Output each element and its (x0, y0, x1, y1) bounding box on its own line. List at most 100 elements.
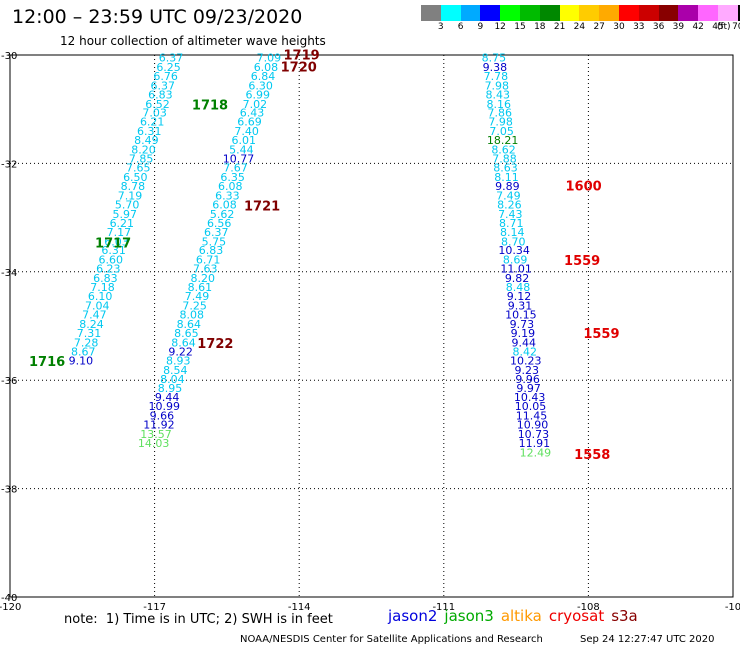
time-label: 1559 (564, 254, 600, 269)
wave-height-label: 7.43 (498, 208, 523, 221)
colorbar-swatch (539, 5, 560, 21)
colorbar-swatch (519, 5, 540, 21)
wave-height-label: 6.71 (196, 253, 221, 266)
y-tick-label: -38 (1, 485, 17, 496)
wave-height-label: 8.78 (121, 180, 146, 193)
colorbar-label: 45 (712, 22, 724, 32)
wave-height-label: 6.31 (137, 125, 162, 138)
wave-height-label: 9.23 (514, 364, 539, 377)
generation-timestamp: Sep 24 12:27:47 UTC 2020 (580, 634, 715, 645)
wave-height-label: 8.42 (513, 345, 538, 358)
x-tick-label: -10 (725, 602, 740, 613)
wave-height-label: 13.57 (140, 428, 172, 441)
colorbar-label: 15 (514, 22, 526, 32)
wave-height-label: 8.93 (166, 355, 191, 368)
wave-height-label: 8.26 (497, 199, 522, 212)
colorbar-swatch (737, 5, 740, 21)
wave-height-label: 7.98 (488, 116, 513, 129)
wave-height-label: 6.37 (159, 52, 184, 65)
time-label: 1718 (192, 98, 228, 113)
wave-height-colorbar (421, 5, 740, 21)
colorbar-label: 27 (593, 22, 605, 32)
wave-height-label: 8.69 (503, 253, 528, 266)
legend-item: jason2 (388, 607, 438, 625)
wave-height-label: 14.03 (138, 437, 170, 450)
colorbar-swatch (618, 5, 639, 21)
time-label: 1719 (284, 48, 320, 63)
colorbar-swatch (440, 5, 461, 21)
wave-height-label: 6.83 (93, 272, 118, 285)
time-label: 1600 (565, 180, 601, 195)
wave-height-label: 6.25 (156, 61, 181, 74)
wave-height-label: 9.97 (516, 382, 541, 395)
wave-height-label: 7.88 (492, 153, 517, 166)
colorbar-swatch (559, 5, 580, 21)
colorbar-swatch (698, 5, 718, 21)
wave-height-label: 8.04 (160, 373, 185, 386)
legend-item: s3a (611, 607, 638, 625)
wave-height-label: 8.65 (174, 327, 199, 340)
y-tick-label: -40 (1, 593, 17, 604)
wave-height-label: 9.38 (483, 61, 508, 74)
wave-height-label: 9.89 (495, 180, 520, 193)
wave-height-label: 9.44 (512, 336, 537, 349)
colorbar-label: 12 (494, 22, 506, 32)
legend-item: altika (500, 607, 542, 625)
colorbar-swatch (480, 5, 501, 21)
time-label: 1559 (583, 327, 619, 342)
wave-height-label: 7.47 (82, 309, 107, 322)
wave-height-label: 10.99 (148, 400, 180, 413)
wave-height-label: 8.70 (501, 235, 526, 248)
wave-height-label: 7.31 (77, 327, 102, 340)
wave-height-label: 6.84 (251, 70, 276, 83)
wave-height-label: 8.71 (499, 217, 524, 230)
wave-height-label: 5.62 (210, 208, 235, 221)
wave-height-label: 10.34 (498, 244, 530, 257)
wave-height-label: 8.67 (71, 345, 96, 358)
wave-height-label: 7.19 (118, 189, 143, 202)
wave-height-label: 8.62 (491, 143, 516, 156)
map-note: note: 1) Time is in UTC; 2) SWH is in fe… (64, 612, 333, 627)
wave-height-label: 6.10 (88, 290, 113, 303)
colorbar-label: 39 (672, 22, 685, 32)
credit-line: NOAA/NESDIS Center for Satellite Applica… (240, 634, 543, 645)
y-tick-label: -36 (1, 376, 17, 387)
colorbar-swatch (599, 5, 619, 21)
wave-height-label: 7.85 (129, 153, 154, 166)
x-tick-label: -108 (577, 602, 600, 613)
wave-height-label: 6.76 (153, 70, 178, 83)
wave-height-label: 8.64 (177, 318, 202, 331)
legend-item: jason3 (444, 607, 494, 625)
wave-height-label: 7.09 (257, 52, 282, 65)
wave-height-label: 5.75 (202, 235, 227, 248)
wave-height-label: 8.48 (506, 281, 531, 294)
y-tick-label: -32 (1, 159, 17, 170)
wave-height-label: 9.44 (155, 391, 180, 404)
colorbar-label: 3 (437, 22, 444, 32)
wave-height-label: 7.17 (107, 226, 132, 239)
wave-height-label: 8.20 (191, 272, 216, 285)
wave-height-label: 7.28 (74, 336, 99, 349)
colorbar-label: 42 (692, 22, 704, 32)
time-label: 1558 (574, 448, 610, 463)
wave-height-label: 10.77 (223, 153, 255, 166)
wave-height-label: 8.14 (500, 226, 525, 239)
colorbar-swatch (678, 5, 699, 21)
wave-height-label: 6.31 (101, 244, 126, 257)
wave-height-label: 5.44 (229, 143, 254, 156)
wave-height-label: 6.08 (218, 180, 243, 193)
wave-height-label: 8.16 (486, 98, 511, 111)
map-title: 12:00 – 23:59 UTC 09/23/2020 (12, 6, 303, 28)
wave-height-label: 9.73 (510, 318, 535, 331)
time-label: 1722 (197, 337, 233, 352)
wave-height-label: 6.56 (207, 217, 232, 230)
wave-height-label: 6.52 (145, 98, 170, 111)
wave-height-label: 7.05 (489, 125, 514, 138)
wave-height-label: 7.65 (126, 162, 151, 175)
wave-height-label: 6.69 (237, 116, 262, 129)
wave-height-label: 6.83 (148, 89, 173, 102)
satellite-legend: jason2 jason3 altika cryosat s3a (388, 607, 645, 625)
legend-item: cryosat (548, 607, 605, 625)
wave-height-label: 8.20 (131, 143, 156, 156)
colorbar-swatch (579, 5, 600, 21)
